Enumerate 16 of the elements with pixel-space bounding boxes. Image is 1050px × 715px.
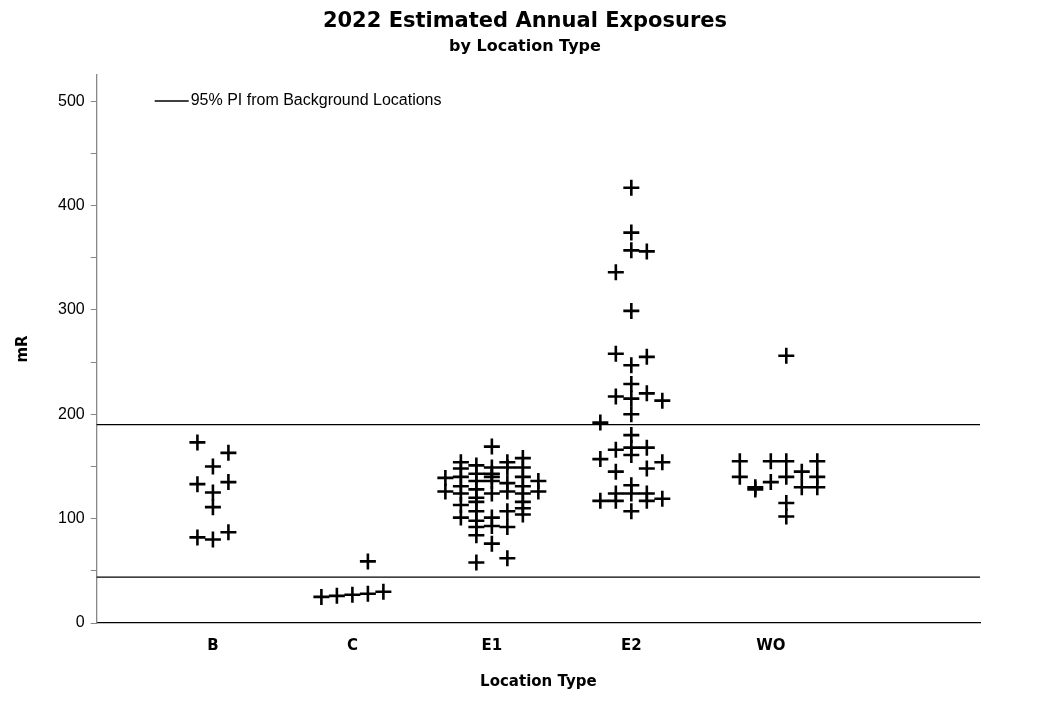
x-axis-title: Location Type (480, 671, 597, 690)
legend-label: 95% PI from Background Locations (190, 91, 442, 109)
y-tick-label: 100 (57, 509, 85, 527)
x-tick-label: B (207, 635, 219, 654)
y-axis-title: mR (12, 334, 31, 363)
chart-subtitle: by Location Type (448, 36, 602, 55)
x-tick-label: E2 (620, 635, 642, 654)
chart-title: 2022 Estimated Annual Exposures (321, 8, 729, 32)
x-tick-label: E1 (481, 635, 503, 654)
x-tick-label: WO (756, 635, 786, 654)
y-tick-label: 300 (57, 300, 85, 318)
y-tick-label: 400 (57, 195, 85, 213)
y-tick-label: 500 (57, 91, 85, 109)
y-tick-label: 200 (57, 404, 85, 422)
y-tick-label: 0 (75, 613, 85, 631)
x-tick-label: C (346, 635, 358, 654)
